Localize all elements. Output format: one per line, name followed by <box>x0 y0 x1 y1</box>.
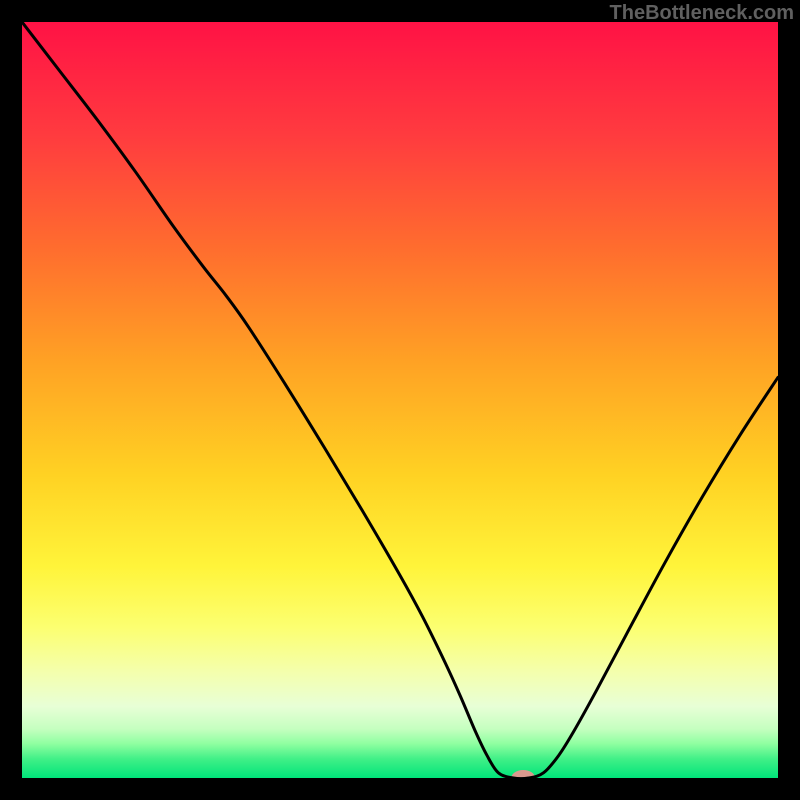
chart-frame: TheBottleneck.com <box>0 0 800 800</box>
gradient-background <box>22 22 778 778</box>
watermark-text: TheBottleneck.com <box>610 2 794 25</box>
plot-area <box>22 22 778 778</box>
chart-svg <box>22 22 778 778</box>
